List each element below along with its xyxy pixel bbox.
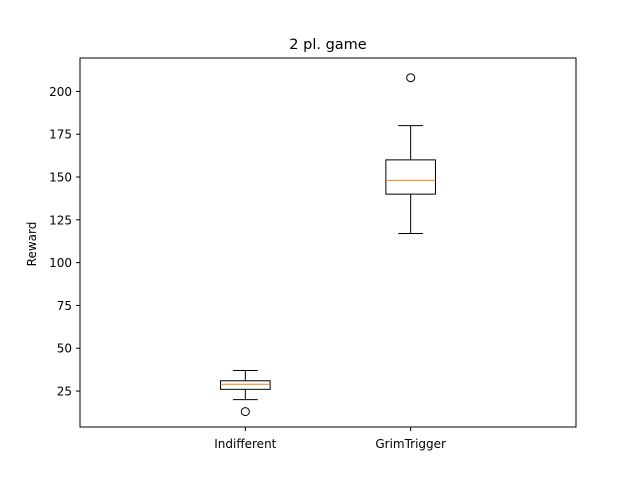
box-series (220, 73, 436, 417)
y-tick-label: 150 (49, 171, 72, 185)
plot-area-frame (79, 57, 577, 428)
y-tick-label: 50 (57, 342, 72, 356)
x-axis-ticks: Indifferent GrimTrigger (214, 427, 446, 451)
box-indifferent (220, 369, 271, 417)
outlier-point (406, 73, 416, 83)
y-tick-label: 25 (57, 385, 72, 399)
y-tick-label: 100 (49, 256, 72, 270)
y-tick-label: 125 (49, 213, 72, 227)
y-tick-label: 75 (57, 299, 72, 313)
box-iqr (220, 380, 271, 390)
y-axis-ticks: 25 50 75 100 125 150 175 200 (49, 85, 80, 399)
box-iqr (385, 159, 436, 195)
y-axis-label: Reward (25, 222, 39, 267)
y-tick-label: 175 (49, 128, 72, 142)
chart-title: 2 pl. game (289, 37, 366, 53)
outlier-point (240, 407, 250, 417)
x-tick-label: GrimTrigger (375, 437, 446, 451)
y-tick-label: 200 (49, 85, 72, 99)
box-grimtrigger (385, 73, 436, 235)
x-tick-label: Indifferent (214, 437, 276, 451)
